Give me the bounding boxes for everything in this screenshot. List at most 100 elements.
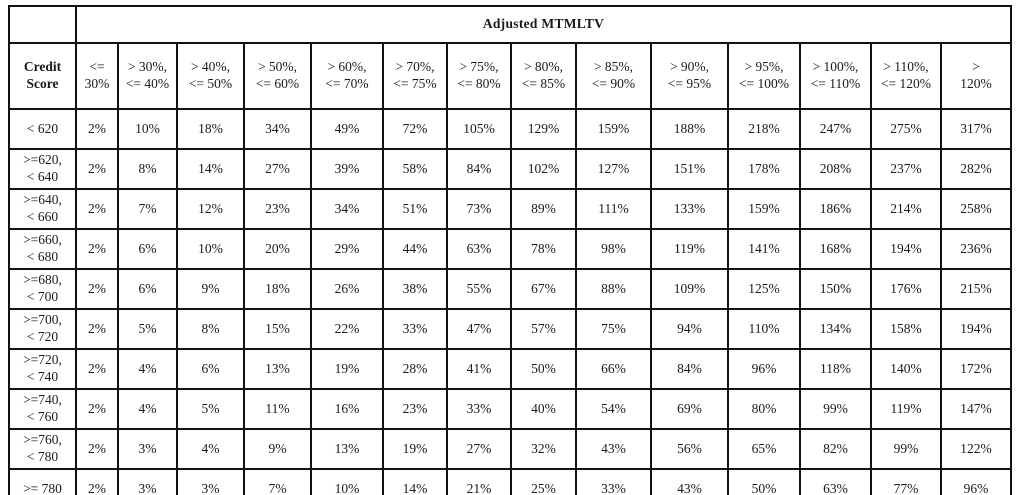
table-row: >=680, < 700 2% 6% 9% 18% 26% 38% 55% 67% 88% 109%… (8, 268, 1013, 310)
column-header-row: Credit Score <= 30% > 30%, <= 40% > 40%, <… (8, 42, 1013, 110)
table-cell: 134% (799, 308, 872, 350)
table-cell: 3% (117, 428, 178, 470)
row-label: < 620 (8, 108, 77, 150)
row-label: >=660, < 680 (8, 228, 77, 270)
table-cell: 2% (75, 308, 119, 350)
table-cell: 21% (446, 468, 512, 495)
table-cell: 13% (310, 428, 384, 470)
table-cell: 122% (939, 428, 1013, 470)
table-cell: 33% (446, 388, 512, 430)
table-cell: 10% (176, 228, 245, 270)
table-cell: 12% (176, 188, 245, 230)
table-cell: 23% (243, 188, 312, 230)
table-cell: 275% (870, 108, 942, 150)
table-cell: 119% (870, 388, 942, 430)
table-cell: 150% (799, 268, 872, 310)
column-header: > 100%, <= 110% (799, 42, 872, 110)
table-cell: 34% (310, 188, 384, 230)
table-cell: 111% (575, 188, 652, 230)
table-cell: 65% (727, 428, 801, 470)
row-label: >=740, < 760 (8, 388, 77, 430)
adjusted-mtmltv-table: Adjusted MTMLTV Credit Score <= 30% > 30%… (8, 5, 1013, 495)
table-cell: 215% (939, 268, 1013, 310)
table-row: >=620, < 640 2% 8% 14% 27% 39% 58% 84% 102% 127% 1… (8, 148, 1013, 190)
table-row: >=700, < 720 2% 5% 8% 15% 22% 33% 47% 57% 75% 94% 1… (8, 308, 1013, 350)
table-cell: 6% (117, 268, 178, 310)
table-cell: 67% (510, 268, 577, 310)
table-cell: 317% (939, 108, 1013, 150)
table-cell: 51% (382, 188, 448, 230)
table-cell: 63% (446, 228, 512, 270)
table-cell: 72% (382, 108, 448, 150)
table-cell: 96% (727, 348, 801, 390)
row-label: >=700, < 720 (8, 308, 77, 350)
table-cell: 7% (243, 468, 312, 495)
table-cell: 2% (75, 348, 119, 390)
table-row: >=720, < 740 2% 4% 6% 13% 19% 28% 41% 50% 66% 84% 9… (8, 348, 1013, 390)
table-cell: 88% (575, 268, 652, 310)
table-cell: 127% (575, 148, 652, 190)
table-row: >= 780 2% 3% 3% 7% 10% 14% 21% 25% 33% 43% 50% 63% 77… (8, 468, 1013, 495)
table-cell: 172% (939, 348, 1013, 390)
table-cell: 105% (446, 108, 512, 150)
table-cell: 6% (176, 348, 245, 390)
column-header: > 85%, <= 90% (575, 42, 652, 110)
row-label: >=620, < 640 (8, 148, 77, 190)
table-cell: 43% (650, 468, 729, 495)
table-cell: 18% (243, 268, 312, 310)
table-cell: 2% (75, 108, 119, 150)
row-label: >= 780 (8, 468, 77, 495)
column-header: > 80%, <= 85% (510, 42, 577, 110)
table-cell: 7% (117, 188, 178, 230)
row-label: >=680, < 700 (8, 268, 77, 310)
table-row: >=640, < 660 2% 7% 12% 23% 34% 51% 73% 89% 111% 13… (8, 188, 1013, 230)
table-cell: 55% (446, 268, 512, 310)
row-label: >=760, < 780 (8, 428, 77, 470)
table-cell: 218% (727, 108, 801, 150)
table-cell: 14% (382, 468, 448, 495)
table-cell: 258% (939, 188, 1013, 230)
table-cell: 4% (117, 388, 178, 430)
table-cell: 19% (310, 348, 384, 390)
table-cell: 80% (727, 388, 801, 430)
table-cell: 10% (310, 468, 384, 495)
table-cell: 69% (650, 388, 729, 430)
table-cell: 188% (650, 108, 729, 150)
table-title: Adjusted MTMLTV (74, 5, 1013, 44)
table-cell: 89% (510, 188, 577, 230)
table-cell: 16% (310, 388, 384, 430)
corner-blank-cell (8, 5, 77, 44)
table-cell: 247% (799, 108, 872, 150)
table-body: < 620 2% 10% 18% 34% 49% 72% 105% 129% 159% 188% 21… (8, 108, 1013, 495)
row-label: >=720, < 740 (8, 348, 77, 390)
table-cell: 49% (310, 108, 384, 150)
table-cell: 159% (727, 188, 801, 230)
table-cell: 9% (243, 428, 312, 470)
table-cell: 178% (727, 148, 801, 190)
table-cell: 102% (510, 148, 577, 190)
column-header: > 110%, <= 120% (870, 42, 942, 110)
table-cell: 66% (575, 348, 652, 390)
table-cell: 94% (650, 308, 729, 350)
column-header: > 120% (939, 42, 1013, 110)
table-cell: 2% (75, 268, 119, 310)
row-label: >=640, < 660 (8, 188, 77, 230)
table-cell: 186% (799, 188, 872, 230)
table-cell: 84% (650, 348, 729, 390)
table-cell: 208% (799, 148, 872, 190)
table-cell: 282% (939, 148, 1013, 190)
table-cell: 99% (870, 428, 942, 470)
table-cell: 168% (799, 228, 872, 270)
table-cell: 98% (575, 228, 652, 270)
table-cell: 33% (575, 468, 652, 495)
table-cell: 27% (243, 148, 312, 190)
column-header: <= 30% (75, 42, 119, 110)
banner-row: Adjusted MTMLTV (8, 5, 1013, 44)
table-cell: 194% (870, 228, 942, 270)
table-cell: 22% (310, 308, 384, 350)
table-cell: 23% (382, 388, 448, 430)
table-cell: 41% (446, 348, 512, 390)
table-cell: 18% (176, 108, 245, 150)
table-cell: 75% (575, 308, 652, 350)
